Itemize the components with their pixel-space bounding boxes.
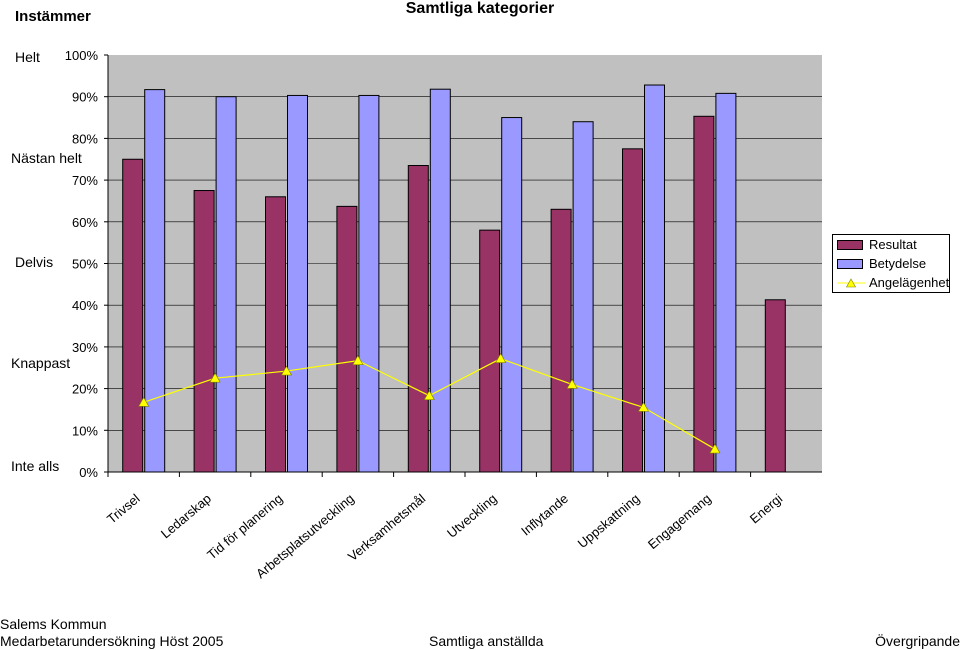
bar-resultat — [122, 158, 144, 473]
point-angelagenhet — [280, 365, 293, 376]
point-angelagenhet — [709, 443, 721, 454]
y-tick-label: 50% — [72, 257, 98, 272]
x-tick-label: Verksamhetsmål — [345, 491, 428, 564]
bar-resultat — [550, 208, 572, 473]
y-tick-label: 40% — [72, 298, 98, 313]
y-tick-label: 70% — [72, 173, 98, 188]
point-angelagenhet — [495, 352, 507, 363]
bar-resultat — [336, 205, 358, 473]
corner-label: Instämmer — [15, 8, 91, 25]
point-angelagenhet — [209, 372, 221, 383]
bar-betydelse — [215, 96, 237, 473]
bar-resultat — [479, 229, 501, 473]
legend-swatch-angelagenhet — [837, 278, 865, 288]
bar-betydelse — [287, 94, 308, 473]
x-tick-label: Utveckling — [444, 491, 500, 541]
y-tick-label: 30% — [72, 340, 98, 355]
bar-resultat — [622, 148, 643, 473]
legend-swatch-resultat — [837, 240, 863, 250]
scale-label-knappast: Knappast — [11, 355, 71, 371]
bar-resultat — [407, 165, 429, 473]
bar-betydelse — [358, 94, 380, 473]
scale-label-inte-alls: Inte alls — [11, 458, 60, 474]
footer-scope: Övergripande — [875, 633, 960, 649]
x-tick-label: Inflytande — [518, 491, 571, 539]
x-tick-label: Engagemang — [645, 491, 714, 552]
point-angelagenhet — [637, 401, 650, 412]
y-tick-label: 60% — [72, 215, 98, 230]
point-angelagenhet — [423, 390, 435, 400]
point-angelagenhet — [352, 355, 364, 365]
y-tick-label: 100% — [65, 48, 99, 63]
x-tick-label: Uppskattning — [575, 491, 643, 551]
scale-label-nastan-helt: Nästan helt — [11, 150, 82, 166]
legend-label-betydelse: Betydelse — [869, 256, 927, 271]
x-tick-label: Ledarskap — [158, 491, 214, 542]
footer-survey: Medarbetarundersökning Höst 2005 — [0, 633, 224, 649]
bar-betydelse — [501, 117, 523, 473]
legend-label-resultat: Resultat — [869, 237, 917, 252]
bar-resultat — [265, 196, 286, 473]
y-tick-label: 90% — [72, 90, 98, 105]
x-tick-label: Energi — [747, 491, 786, 527]
y-tick-label: 0% — [79, 465, 98, 480]
chart-legend: Resultat Betydelse Angelägenhet — [832, 234, 950, 293]
point-angelagenhet — [138, 396, 150, 407]
bar-betydelse — [144, 89, 166, 473]
bar-betydelse — [572, 121, 594, 473]
legend-swatch-betydelse — [837, 259, 863, 269]
bar-chart: 0% 10% 20% 30% 40% 50% 60% 70% 80% 90% 100% Trivsel… — [65, 48, 822, 581]
bar-betydelse — [715, 92, 737, 473]
legend-label-angelagenhet: Angelägenhet — [869, 275, 950, 290]
scale-label-delvis: Delvis — [15, 254, 54, 270]
x-tick-label: Trivsel — [104, 491, 143, 527]
bar-resultat — [193, 190, 215, 473]
y-tick-label: 80% — [72, 131, 98, 146]
footer-group: Samtliga anställda — [429, 633, 544, 649]
y-tick-label: 20% — [72, 382, 98, 397]
bar-resultat — [693, 115, 715, 473]
bar-resultat — [764, 299, 786, 473]
bar-betydelse — [429, 88, 451, 473]
chart-title: Samtliga kategorier — [405, 0, 555, 17]
point-angelagenhet — [566, 378, 578, 389]
scale-label-helt: Helt — [15, 49, 40, 65]
footer-org: Salems Kommun — [0, 616, 107, 632]
y-tick-label: 10% — [72, 423, 98, 438]
